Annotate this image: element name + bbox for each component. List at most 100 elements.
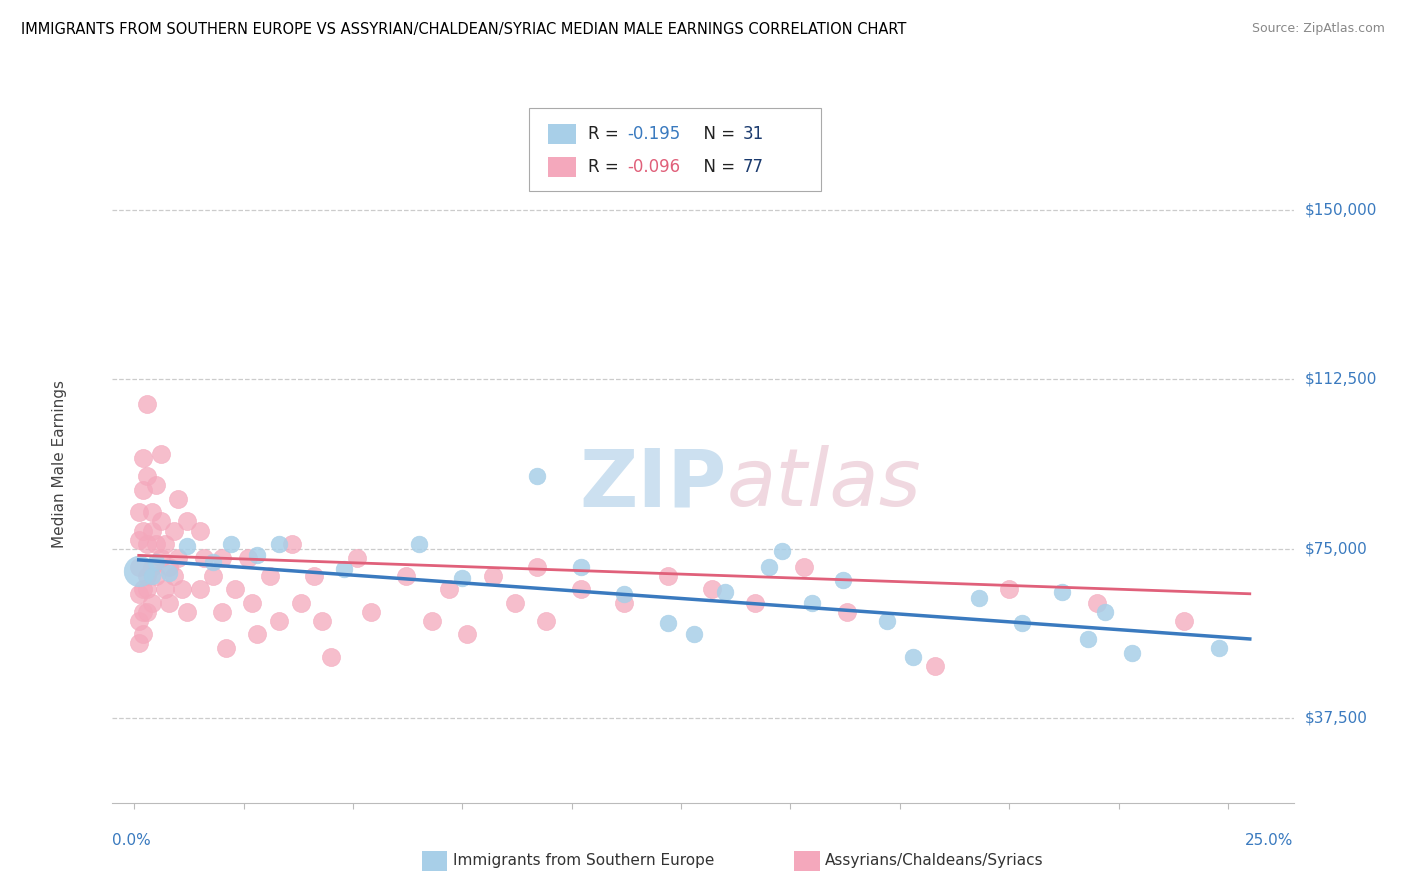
Point [302, 568, 325, 582]
Point [1011, 616, 1033, 631]
Point [193, 550, 215, 565]
Text: $75,000: $75,000 [1305, 541, 1368, 556]
Point [1121, 646, 1143, 660]
Point [132, 451, 155, 466]
Text: ZIP: ZIP [579, 445, 727, 524]
Point [569, 559, 592, 574]
Point [837, 605, 859, 619]
Point [132, 483, 155, 497]
Point [145, 568, 167, 582]
Point [176, 515, 198, 529]
Point [132, 605, 155, 619]
Point [211, 605, 233, 619]
Point [163, 524, 186, 538]
Text: 31: 31 [742, 125, 763, 143]
Point [613, 587, 636, 601]
Point [333, 562, 356, 576]
Text: 0.0%: 0.0% [112, 833, 152, 848]
Text: Median Male Earnings: Median Male Earnings [52, 380, 67, 548]
Point [311, 614, 333, 628]
Point [145, 537, 167, 551]
Point [132, 524, 155, 538]
Text: $37,500: $37,500 [1305, 711, 1368, 725]
Point [149, 447, 172, 461]
Point [683, 627, 706, 641]
Point [901, 650, 924, 665]
Point [456, 627, 478, 641]
Point [998, 582, 1021, 597]
Text: IMMIGRANTS FROM SOUTHERN EUROPE VS ASSYRIAN/CHALDEAN/SYRIAC MEDIAN MALE EARNINGS: IMMIGRANTS FROM SOUTHERN EUROPE VS ASSYR… [21, 22, 907, 37]
Point [503, 596, 526, 610]
Point [924, 659, 946, 673]
Point [149, 550, 172, 565]
Point [408, 537, 430, 551]
Point [770, 544, 793, 558]
Text: -0.096: -0.096 [627, 158, 681, 176]
Point [136, 469, 159, 483]
Point [149, 515, 172, 529]
Point [832, 573, 855, 587]
Point [360, 605, 382, 619]
Point [188, 582, 211, 597]
Point [132, 627, 155, 641]
Point [439, 582, 461, 597]
Point [145, 555, 167, 569]
Point [211, 550, 233, 565]
Point [128, 564, 150, 578]
Point [657, 616, 679, 631]
Text: 77: 77 [742, 158, 763, 176]
Point [246, 627, 269, 641]
Point [526, 559, 548, 574]
Text: $112,500: $112,500 [1305, 372, 1376, 386]
Point [202, 555, 225, 569]
Point [613, 596, 636, 610]
Point [215, 640, 238, 655]
Point [157, 559, 180, 574]
Point [128, 636, 150, 650]
Point [167, 550, 190, 565]
Point [700, 582, 723, 597]
Point [219, 537, 242, 551]
Text: Source: ZipAtlas.com: Source: ZipAtlas.com [1251, 22, 1385, 36]
Text: 25.0%: 25.0% [1246, 833, 1294, 848]
Point [141, 596, 163, 610]
Point [1173, 614, 1195, 628]
Point [128, 533, 150, 547]
Point [267, 614, 290, 628]
Point [714, 584, 737, 599]
Point [141, 524, 163, 538]
Point [967, 591, 990, 606]
Point [141, 559, 163, 574]
Point [259, 568, 281, 582]
Point [145, 478, 167, 492]
Text: Assyrians/Chaldeans/Syriacs: Assyrians/Chaldeans/Syriacs [825, 854, 1043, 868]
Point [141, 568, 163, 582]
Point [346, 550, 368, 565]
Point [163, 568, 186, 582]
Text: R =: R = [588, 125, 628, 143]
Point [290, 596, 312, 610]
Point [136, 582, 159, 597]
Point [744, 596, 766, 610]
Point [202, 568, 225, 582]
Point [801, 596, 824, 610]
Point [793, 559, 815, 574]
Point [136, 397, 159, 411]
Point [657, 568, 679, 582]
Point [451, 571, 474, 585]
Point [136, 537, 159, 551]
Point [420, 614, 443, 628]
Point [176, 539, 198, 553]
Point [157, 566, 180, 581]
Point [141, 505, 163, 519]
Text: -0.195: -0.195 [627, 125, 681, 143]
Point [153, 582, 176, 597]
Point [242, 596, 264, 610]
Text: N =: N = [693, 158, 741, 176]
Text: atlas: atlas [727, 445, 921, 524]
Point [128, 505, 150, 519]
Point [569, 582, 592, 597]
Point [172, 582, 194, 597]
Point [394, 568, 416, 582]
Text: N =: N = [693, 125, 741, 143]
